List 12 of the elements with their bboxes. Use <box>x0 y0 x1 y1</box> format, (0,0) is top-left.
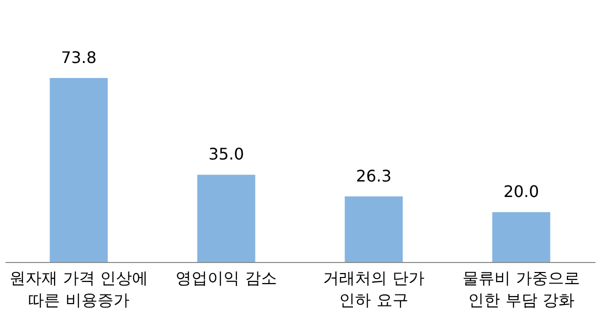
data-label: 20.0 <box>503 182 540 202</box>
data-label: 73.8 <box>60 48 97 67</box>
x-tick-label: 물류비 가중으로 인한 부담 강화 <box>462 268 580 310</box>
bar <box>344 196 403 262</box>
x-tick-label: 거래처의 단가 인하 요구 <box>323 268 424 310</box>
x-tick-label: 영업이익 감소 <box>176 268 277 288</box>
bar <box>50 78 108 262</box>
x-tick-label: 원자재 가격 인상에 따른 비용증가 <box>10 268 148 310</box>
bar <box>197 174 256 262</box>
data-label: 35.0 <box>208 144 244 164</box>
data-label: 26.3 <box>356 166 392 186</box>
bar <box>492 212 550 262</box>
